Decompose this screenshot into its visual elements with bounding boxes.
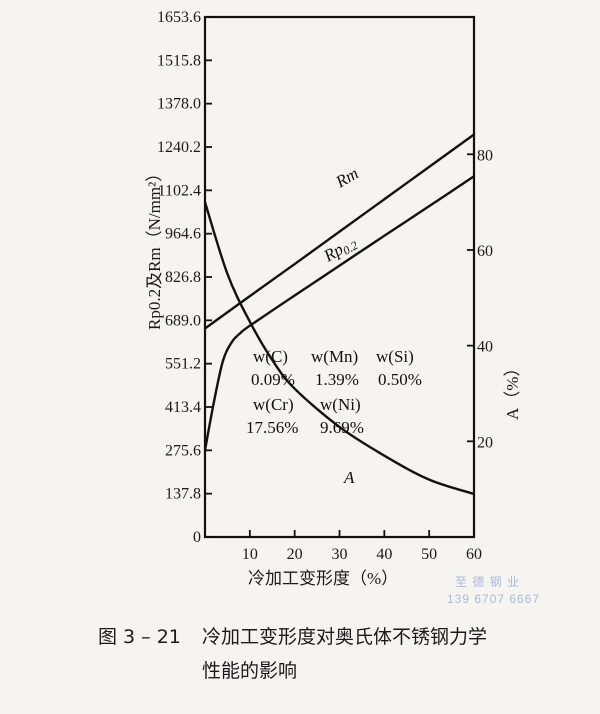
y-axis-left: 0 137.8 275.6 413.4 551.2 689.0 826.8 964.6 1102…: [157, 9, 212, 546]
y-tick-label: 413.4: [165, 399, 201, 416]
x-tick-label: 60: [466, 546, 482, 563]
comp-cr-value: 17.56%: [246, 418, 298, 437]
x-tick-label: 50: [421, 546, 437, 563]
y-axis-title: Rp0.2及Rm（N/mm²）: [145, 165, 164, 330]
y-tick-label: 826.8: [165, 269, 201, 286]
comp-si-value: 0.50%: [378, 370, 422, 389]
y-tick-label: 137.8: [165, 486, 201, 503]
curve-label-rm: Rm: [332, 164, 362, 192]
x-tick-label: 10: [242, 546, 258, 563]
chart: 0 137.8 275.6 413.4 551.2 689.0 826.8 964.6 1102…: [145, 9, 540, 606]
curve-label-rp02: Rp0.2: [320, 232, 361, 268]
comp-ni-label: w(Ni): [320, 395, 361, 414]
y-tick-label: 551.2: [165, 356, 201, 373]
x-tick-label: 30: [332, 546, 348, 563]
y-tick-label: 1378.0: [157, 96, 201, 113]
x-tick-label: 20: [287, 546, 303, 563]
figure-number: 图 3 – 21: [98, 626, 181, 648]
y-tick-label: 1102.4: [158, 182, 201, 199]
x-axis-title: 冷加工变形度（%）: [248, 569, 398, 588]
y-tick-label: 0: [193, 529, 201, 546]
caption-line-2: 性能的影响: [202, 660, 298, 682]
curve-rp02: [203, 175, 475, 451]
curves: [203, 133, 475, 496]
y-tick-label: 964.6: [165, 226, 201, 243]
plot-frame: [203, 15, 476, 539]
y-tick-label: 275.6: [165, 442, 201, 459]
comp-cr-label: w(Cr): [253, 395, 294, 414]
y-tick-label: 689.0: [165, 312, 201, 329]
y2-tick-label: 20: [477, 434, 493, 451]
comp-c-label: w(C): [253, 347, 288, 366]
watermark-company: 至 德 钢 业: [455, 574, 520, 589]
y-tick-label: 1515.8: [157, 52, 201, 69]
y2-axis-title: A（%）: [503, 360, 522, 420]
curve-rm: [204, 133, 475, 330]
y-tick-label: 1240.2: [157, 139, 201, 156]
y-axis-right: 20 40 60 80: [467, 147, 493, 451]
x-axis: 10 20 30 40 50 60: [242, 530, 482, 563]
comp-c-value: 0.09%: [251, 370, 295, 389]
curve-a: [203, 201, 475, 496]
x-tick-label: 40: [376, 546, 392, 563]
y2-tick-label: 60: [477, 243, 493, 260]
comp-mn-label: w(Mn): [311, 347, 358, 366]
y2-tick-label: 80: [477, 147, 493, 164]
comp-ni-value: 9.69%: [320, 418, 364, 437]
y2-tick-label: 40: [477, 339, 493, 356]
watermark-phone: 139 6707 6667: [447, 592, 540, 606]
caption-line-1: 冷加工变形度对奥氏体不锈钢力学: [202, 626, 488, 648]
curve-label-a: A: [343, 468, 355, 487]
comp-mn-value: 1.39%: [315, 370, 359, 389]
composition-annotation: w(C) 0.09% w(Mn) 1.39% w(Si) 0.50% w(Cr)…: [246, 347, 422, 437]
comp-si-label: w(Si): [376, 347, 414, 366]
y-tick-label: 1653.6: [157, 9, 201, 26]
